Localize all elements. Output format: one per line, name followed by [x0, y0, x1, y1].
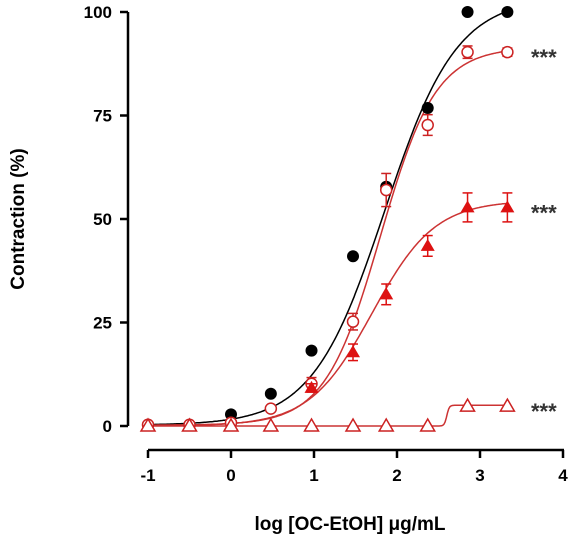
- x-tick-label: 0: [226, 466, 235, 485]
- data-point: [303, 417, 320, 432]
- fit-curve-1: [147, 10, 508, 426]
- x-tick-label: 1: [309, 466, 318, 485]
- significance-stars: ***: [531, 45, 557, 70]
- y-tick-label: 0: [103, 417, 112, 436]
- data-point: [181, 417, 198, 432]
- data-point: [304, 380, 319, 393]
- data-point: [222, 417, 240, 432]
- significance-stars: ***: [531, 200, 557, 225]
- data-point: [421, 102, 434, 115]
- significance-annotations: *** *** ***: [531, 45, 557, 424]
- data-point: [459, 397, 476, 412]
- data-point: [421, 118, 434, 132]
- data-point: [264, 402, 278, 415]
- y-tick-label: 25: [93, 314, 112, 333]
- y-tick-label: 75: [93, 107, 112, 126]
- x-tick-label: 3: [475, 466, 484, 485]
- fit-curve-4: [148, 404, 508, 427]
- data-point: [419, 417, 437, 432]
- x-tick-label: -1: [140, 466, 155, 485]
- x-tick-label: 4: [558, 466, 568, 485]
- fit-curve-3: [148, 202, 508, 427]
- data-point: [346, 345, 361, 358]
- x-axis-title: log [OC-EtOH] μg/mL: [254, 514, 445, 535]
- y-tick-label: 100: [84, 3, 112, 22]
- data-point: [499, 397, 516, 412]
- x-tick-label: 2: [392, 466, 401, 485]
- y-tick-label: 50: [93, 210, 112, 229]
- axes: [126, 12, 564, 452]
- data-point: [264, 387, 277, 400]
- y-ticks: 0 25 50 75 100: [84, 3, 128, 436]
- x-ticks: -1 0 1 2 3 4: [140, 450, 568, 485]
- data-point: [461, 45, 474, 59]
- data-point: [460, 200, 475, 213]
- data-point: [377, 417, 395, 432]
- data-point: [344, 417, 362, 432]
- data-point: [346, 315, 360, 328]
- data-point: [461, 6, 474, 18]
- data-point: [501, 6, 514, 18]
- significance-stars: ***: [531, 399, 557, 424]
- data-point: [262, 417, 280, 432]
- fit-curve-2: [148, 50, 508, 426]
- data-point: [305, 344, 318, 357]
- data-point: [420, 238, 435, 251]
- y-axis-title: Contraction (%): [8, 148, 29, 289]
- data-point: [139, 417, 157, 432]
- data-point: [347, 250, 360, 263]
- data-points: [139, 6, 516, 432]
- data-point: [500, 200, 515, 213]
- data-point: [379, 287, 394, 300]
- data-point: [501, 45, 514, 59]
- fit-curves: [147, 10, 508, 427]
- data-point: [379, 183, 393, 197]
